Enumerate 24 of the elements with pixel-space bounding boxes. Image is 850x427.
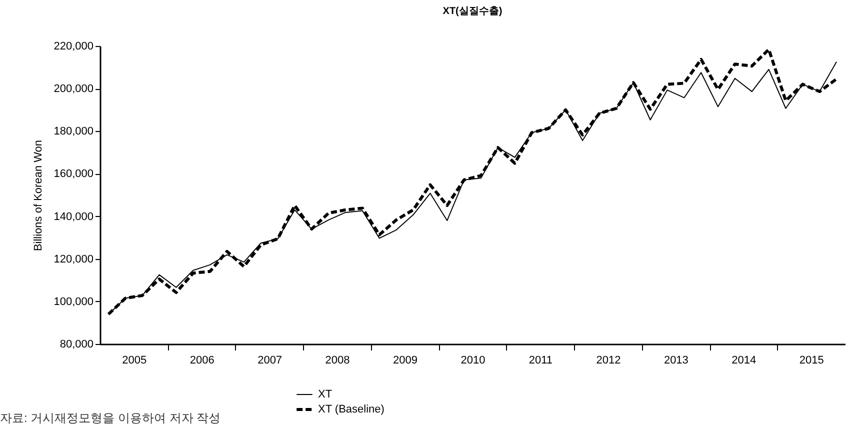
x-tick-label: 2009	[393, 354, 418, 366]
x-tick-label: 2012	[596, 354, 621, 366]
x-tick-label: 2014	[732, 354, 756, 366]
y-tick-label: 80,000	[60, 338, 94, 350]
y-tick-label: 180,000	[54, 126, 94, 138]
x-tick-label: 2007	[258, 354, 282, 366]
y-axis-title: Billions of Korean Won	[32, 140, 45, 252]
y-tick-label: 120,000	[54, 253, 94, 266]
x-tick-label: 2008	[325, 354, 350, 366]
y-tick-label: 140,000	[54, 210, 94, 223]
chart-title: XT(실질수출)	[442, 6, 502, 17]
y-tick-label: 220,000	[54, 40, 94, 52]
y-tick-label: 100,000	[54, 296, 94, 308]
x-tick-label: 2006	[190, 354, 214, 366]
text: 자료: 거시재정모형을 이용하여 저자 작성	[0, 411, 221, 425]
y-tick-label: 200,000	[54, 83, 94, 96]
x-tick-label: 2015	[799, 354, 824, 366]
legend-label: XT	[318, 388, 332, 400]
y-tick-label: 160,000	[54, 168, 94, 180]
legend-label: XT (Baseline)	[318, 404, 384, 416]
x-tick-label: 2010	[460, 354, 486, 366]
x-tick-label: 2011	[528, 354, 553, 366]
x-tick-label: 2013	[664, 354, 688, 366]
x-tick-label: 2005	[122, 354, 147, 366]
